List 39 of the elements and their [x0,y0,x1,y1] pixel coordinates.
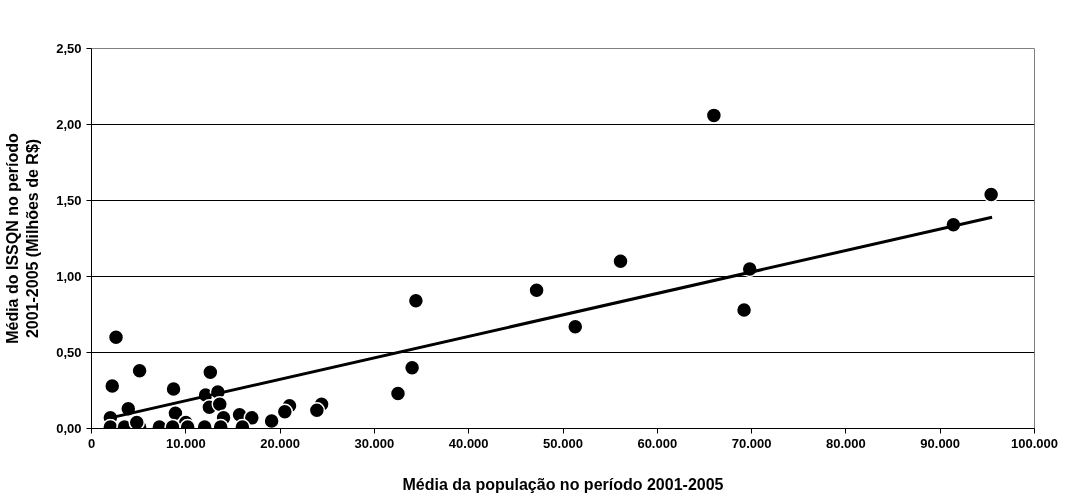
point [407,292,425,310]
x-tick-label: 100.000 [1011,435,1058,451]
point [528,281,545,299]
x-tick-label: 10.000 [165,435,206,451]
x-tick-label: 90.000 [920,435,961,451]
point [735,301,753,319]
point [705,107,723,124]
x-axis-title: Média da população no período 2001-2005 [402,475,724,493]
point [131,362,148,379]
x-tick-label: 50.000 [543,435,583,451]
point [202,364,219,381]
x-tick-label: 40.000 [448,435,489,451]
point [403,359,421,376]
y-tick-label: 0,50 [56,345,82,360]
x-tick-label: 70.000 [731,435,772,451]
x-tick-label: 0 [87,435,96,451]
point [165,380,182,398]
point [567,318,584,335]
point [612,253,629,270]
y-tick-label: 1,00 [56,269,82,284]
point [308,402,326,419]
point [263,412,280,429]
point [389,385,407,402]
point [128,414,146,429]
x-tick-label: 80.000 [826,435,866,451]
y-tick-label: 1,50 [56,193,82,208]
y-tick-label: 2,50 [56,41,82,56]
x-tick-label: 30.000 [354,435,395,451]
point [211,395,228,413]
point [104,377,121,395]
point [982,186,1000,203]
x-tick-label: 20.000 [260,435,300,451]
y-tick-label: 0,00 [56,421,82,436]
point [243,409,261,427]
point [276,403,294,421]
y-axis-title: Média do ISSQN no período 2001-2005 (Milhões de R$) [3,132,42,344]
point [107,329,125,346]
x-tick-label: 60.000 [637,435,678,451]
y-tick-label: 2,00 [56,117,82,132]
